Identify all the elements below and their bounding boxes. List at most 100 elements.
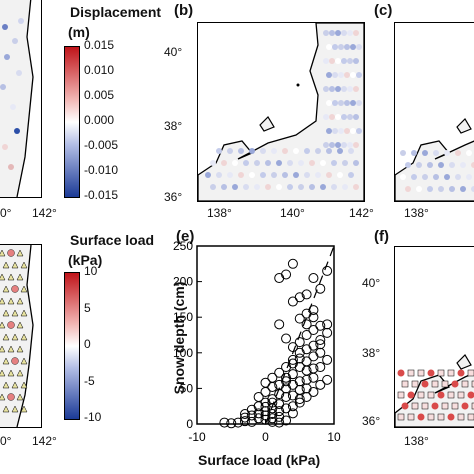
station-dot <box>320 184 326 190</box>
scatter-point <box>287 358 298 369</box>
load-circle <box>397 369 405 377</box>
load-square <box>407 369 415 377</box>
station-dot <box>309 184 315 190</box>
station-dot <box>416 186 422 192</box>
station-dot <box>344 100 350 106</box>
scatter-point <box>239 412 250 423</box>
station-dot <box>350 72 356 78</box>
station-dot <box>335 114 341 120</box>
load-triangle <box>0 345 6 353</box>
load-circle <box>7 393 15 401</box>
station-dot <box>329 142 335 148</box>
scatter-point <box>294 292 305 303</box>
station-dot <box>331 160 337 166</box>
station-dot <box>471 186 474 192</box>
map-c-stations <box>400 150 474 192</box>
station-dot <box>350 100 356 106</box>
station-dot <box>210 160 216 166</box>
station-dot <box>323 114 329 120</box>
station-dot <box>455 174 461 180</box>
station-dot <box>216 148 222 154</box>
station-dot <box>243 184 249 190</box>
station-dot <box>337 172 343 178</box>
scatter-point <box>301 319 312 330</box>
station-dot <box>326 44 332 50</box>
station-dot <box>332 44 338 50</box>
station-dot <box>341 142 347 148</box>
scatter-xlabel: Surface load (kPa) <box>198 452 321 468</box>
y-tick-label: 50 <box>180 381 194 395</box>
map-b-lat-38-label: 38° <box>164 119 183 133</box>
load-circle <box>451 380 459 388</box>
station-dot <box>341 58 347 64</box>
station-dot <box>271 148 277 154</box>
load-circle <box>461 402 469 410</box>
colorbar-displacement-title: Displacement <box>70 4 162 20</box>
station-dot <box>287 184 293 190</box>
scatter-point <box>308 305 319 316</box>
scatter-point <box>315 379 326 390</box>
station-dot <box>332 100 338 106</box>
station-dot <box>353 184 359 190</box>
y-tick-label: 100 <box>173 346 193 360</box>
map-f-lat-40-label: 40° <box>362 276 381 290</box>
station-dot <box>353 160 359 166</box>
load-circle <box>11 285 19 293</box>
scatter-point <box>301 308 312 319</box>
load-triangle <box>20 309 28 317</box>
station-dot <box>338 72 344 78</box>
scatter-point <box>294 337 305 348</box>
colorbar-load-title: Surface load <box>70 232 155 248</box>
scatter-point <box>281 376 292 387</box>
station-dot <box>347 30 353 36</box>
scatter-point <box>308 273 319 284</box>
station-dot <box>356 72 362 78</box>
load-triangle <box>20 405 28 413</box>
station-dot <box>331 184 337 190</box>
colorbar-displacement-tick: -0.010 <box>84 163 119 177</box>
station-dot <box>344 44 350 50</box>
scatter-point <box>301 356 312 367</box>
station-dot <box>348 148 354 154</box>
station-dot <box>433 150 439 156</box>
trend-line <box>264 245 335 425</box>
load-square <box>471 402 474 410</box>
station-dot <box>353 58 359 64</box>
panel-e-label: (e) <box>176 228 195 245</box>
scatter-point <box>322 374 333 385</box>
load-square <box>427 391 435 399</box>
station-dot <box>293 172 299 178</box>
map-b-lat-40-label: 40° <box>164 45 183 59</box>
map-f-lat-38-label: 38° <box>362 346 381 360</box>
load-square <box>437 369 445 377</box>
load-circle <box>467 391 474 399</box>
station-dot <box>210 184 216 190</box>
scatter-point <box>287 296 298 307</box>
colorbar-load-tick: -10 <box>84 410 102 424</box>
station-dot <box>329 30 335 36</box>
colorbar-displacement-tick: -0.005 <box>84 138 119 152</box>
station-dot <box>265 184 271 190</box>
map-d-symbols <box>0 249 28 413</box>
colorbar-displacement-tick: -0.015 <box>84 188 119 202</box>
station-dot <box>326 128 332 134</box>
scatter-point <box>294 394 305 405</box>
map-b-lon-142-label: 142° <box>349 206 374 220</box>
scatter-point <box>301 289 312 300</box>
station-dot <box>356 128 362 134</box>
station-dot <box>216 172 222 178</box>
scatter-point <box>294 313 305 324</box>
map-c-displacement <box>394 22 474 202</box>
colorbar-displacement-tick: 0.000 <box>84 113 115 127</box>
load-triangle <box>0 273 6 281</box>
load-circle <box>437 391 445 399</box>
scatter-point <box>315 362 326 373</box>
map-b-lon-138-label: 138° <box>207 206 232 220</box>
load-triangle <box>11 405 19 413</box>
station-dot <box>315 148 321 154</box>
station-dot <box>221 184 227 190</box>
load-triangle <box>16 249 24 257</box>
load-square <box>431 380 439 388</box>
station-dot <box>342 184 348 190</box>
load-square <box>417 369 425 377</box>
